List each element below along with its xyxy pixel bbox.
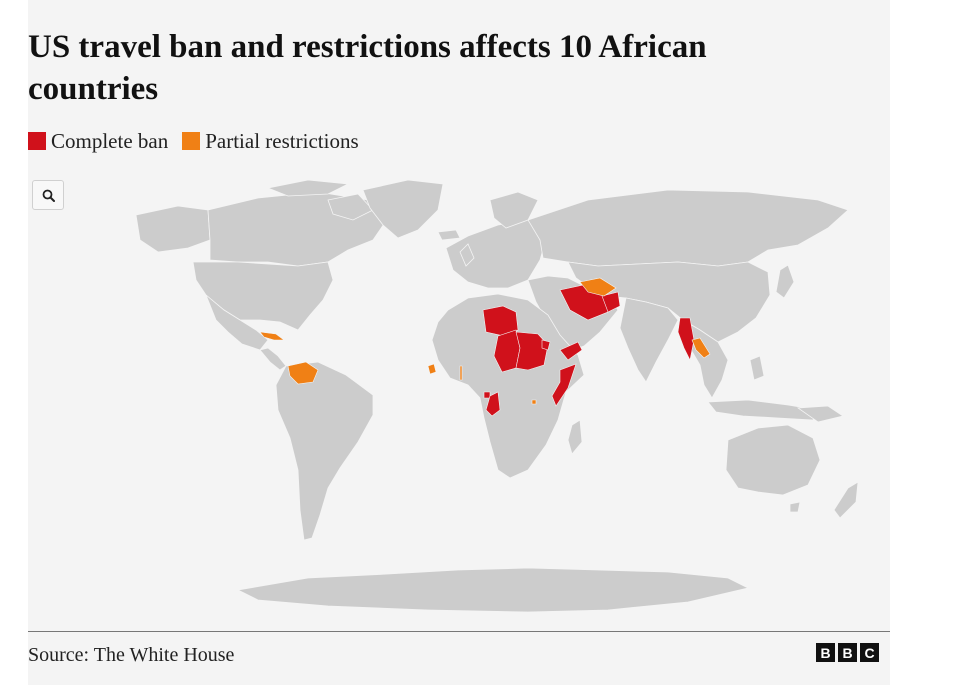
new-guinea (796, 405, 844, 423)
country-venezuela (287, 361, 319, 385)
south-america (275, 361, 374, 541)
country-eritrea (541, 339, 551, 351)
legend-swatch-partial-restrictions (182, 132, 201, 150)
japan (775, 264, 795, 299)
indonesia (707, 399, 819, 421)
antarctica (236, 567, 750, 613)
tasmania (789, 501, 801, 513)
country-sudan (515, 331, 549, 371)
canadian-arctic-islands (266, 179, 350, 197)
alaska (135, 205, 211, 253)
country-republic-of-congo (485, 391, 501, 417)
country-somalia (551, 363, 577, 407)
greenland (362, 179, 444, 239)
australia (725, 424, 821, 496)
country-togo (459, 365, 463, 381)
country-myanmar (677, 317, 695, 361)
mexico (205, 294, 269, 351)
country-burundi (531, 399, 537, 405)
uk (459, 243, 475, 267)
philippines (749, 355, 765, 381)
central-america (259, 347, 287, 371)
world-map[interactable] (28, 170, 890, 620)
usa (192, 261, 334, 331)
country-yemen (559, 341, 583, 361)
country-cuba (259, 331, 285, 341)
legend-label-complete-ban: Complete ban (51, 128, 169, 153)
legend-item-complete-ban: Complete ban (28, 129, 168, 154)
europe (445, 219, 549, 289)
partial-restrictions-layer (259, 277, 711, 405)
chart-title: US travel ban and restrictions affects 1… (28, 29, 707, 107)
search-button[interactable] (32, 180, 64, 210)
russia (527, 189, 849, 267)
legend-swatch-complete-ban (28, 132, 46, 150)
bbc-logo: B B C (816, 643, 879, 662)
footer-divider (28, 631, 890, 632)
legend: Complete ban Partial restrictions (28, 128, 359, 154)
iceland (437, 229, 461, 241)
country-libya (482, 305, 519, 337)
bbc-logo-letter: C (860, 643, 879, 662)
madagascar (567, 419, 583, 455)
country-sierra-leone (427, 363, 437, 375)
baffin-island (327, 193, 374, 221)
country-laos (691, 337, 711, 359)
search-icon (42, 189, 55, 202)
land-layer (135, 179, 859, 613)
india (619, 297, 679, 383)
bbc-logo-letter: B (816, 643, 835, 662)
new-zealand (833, 481, 859, 519)
legend-item-partial-restrictions: Partial restrictions (182, 128, 359, 154)
bbc-logo-letter: B (838, 643, 857, 662)
legend-label-partial-restrictions: Partial restrictions (205, 128, 359, 153)
country-equatorial-guinea (483, 391, 491, 399)
africa (431, 293, 585, 479)
source-text: Source: The White House (28, 644, 235, 666)
country-turkmenistan (579, 277, 617, 297)
country-afghanistan (601, 291, 621, 313)
